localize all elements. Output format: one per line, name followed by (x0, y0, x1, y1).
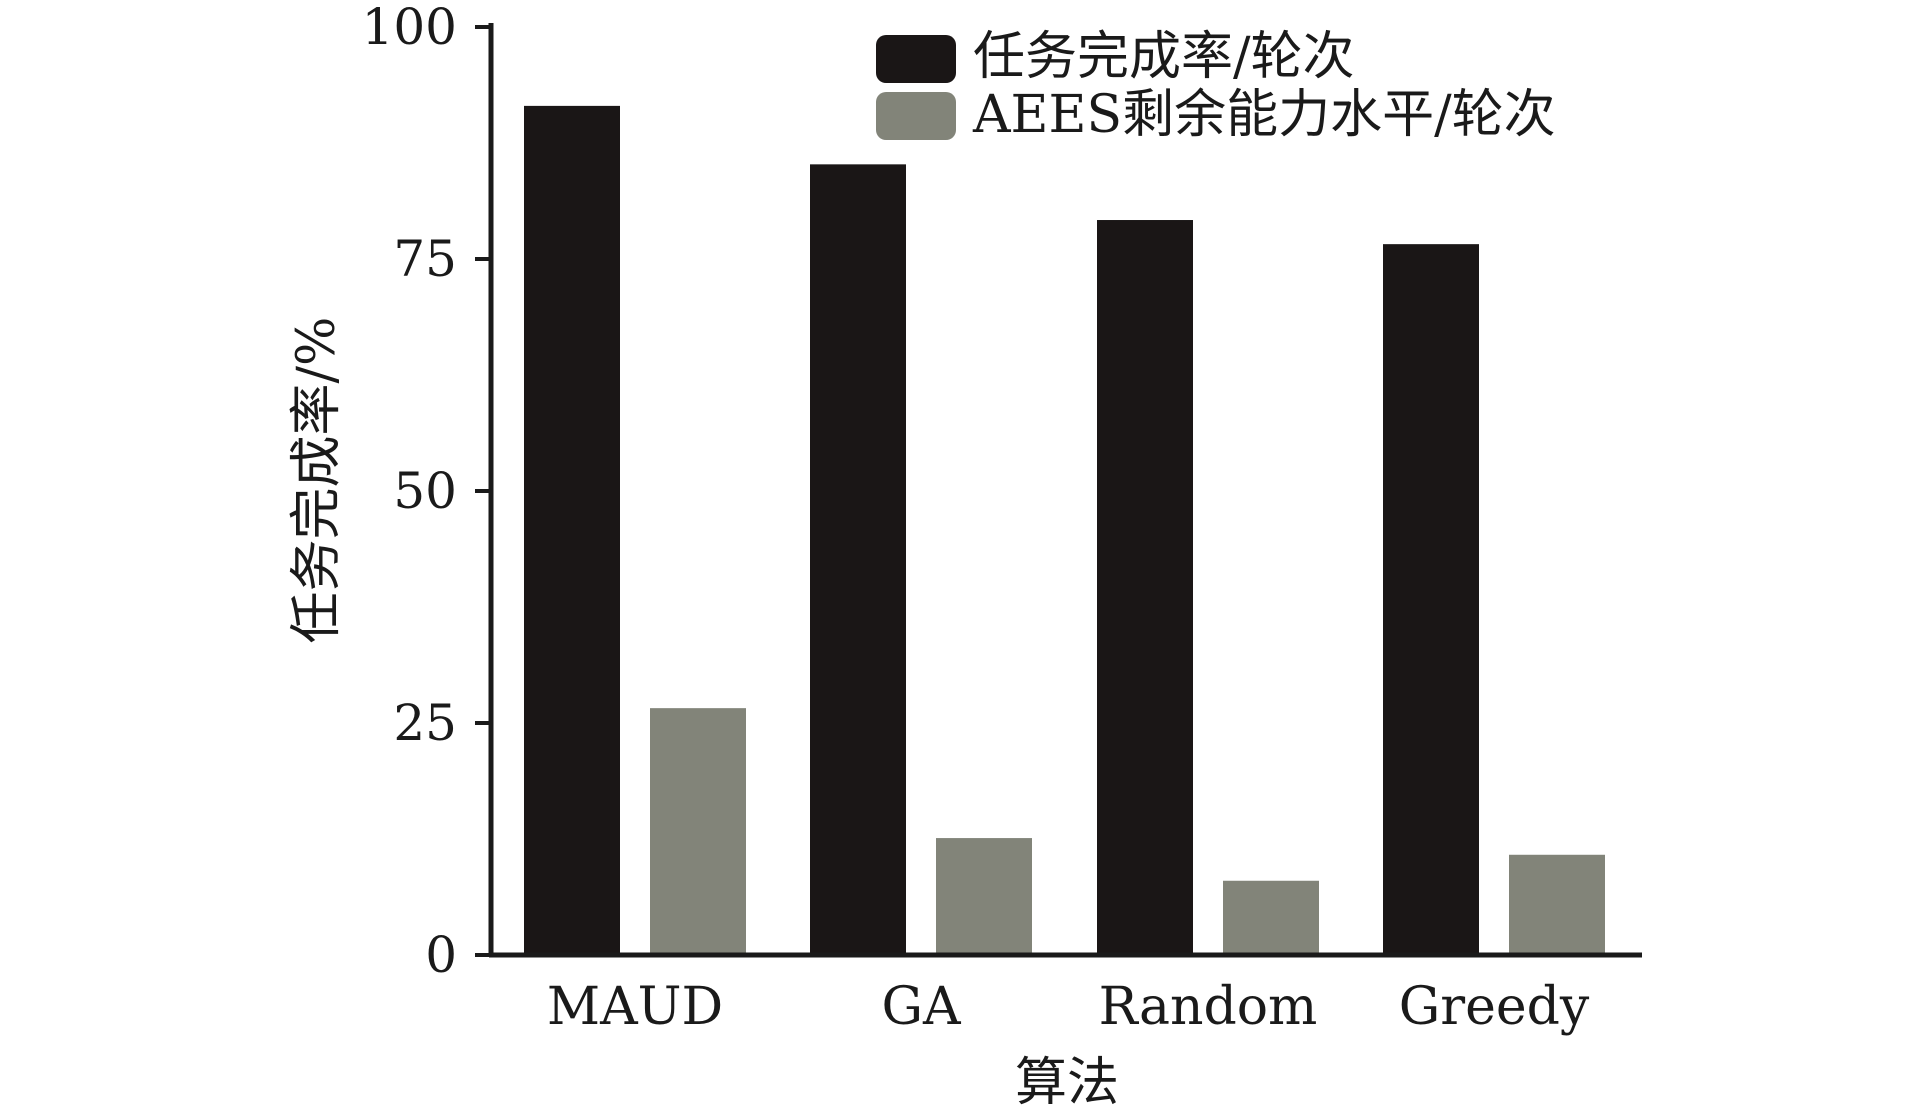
legend-label-0: 任务完成率/轮次 (973, 27, 1355, 87)
y-ticks-layer: 0 25 50 75 100 (362, 0, 491, 984)
bar-series-0-greedy (1383, 244, 1479, 956)
x-category-label: Random (1099, 977, 1318, 1037)
y-tick-label: 0 (425, 926, 457, 984)
y-tick-label: 100 (362, 0, 457, 56)
bar-series-1-greedy (1509, 854, 1605, 955)
bar-series-1-random (1223, 880, 1319, 955)
y-tick-label: 25 (393, 694, 457, 752)
y-axis-title: 任务完成率/% (287, 317, 347, 644)
legend-swatch-1 (876, 92, 956, 140)
bar-series-1-ga (936, 838, 1032, 955)
x-category-label: MAUD (547, 977, 723, 1037)
y-tick-label: 75 (393, 230, 457, 288)
legend-label-1: AEES剩余能力水平/轮次 (972, 85, 1556, 145)
bar-series-0-ga (810, 164, 906, 955)
bar-series-0-random (1097, 220, 1193, 956)
x-categories-layer: MAUD GA Random Greedy (547, 977, 1590, 1037)
legend-swatch-0 (876, 35, 956, 83)
bars-layer (524, 105, 1605, 956)
bar-series-0-maud (524, 105, 620, 955)
x-axis-title: 算法 (1015, 1053, 1119, 1110)
x-category-label: GA (881, 977, 962, 1037)
x-category-label: Greedy (1399, 977, 1590, 1037)
bar-series-1-maud (650, 708, 746, 955)
y-tick-label: 50 (393, 462, 457, 520)
